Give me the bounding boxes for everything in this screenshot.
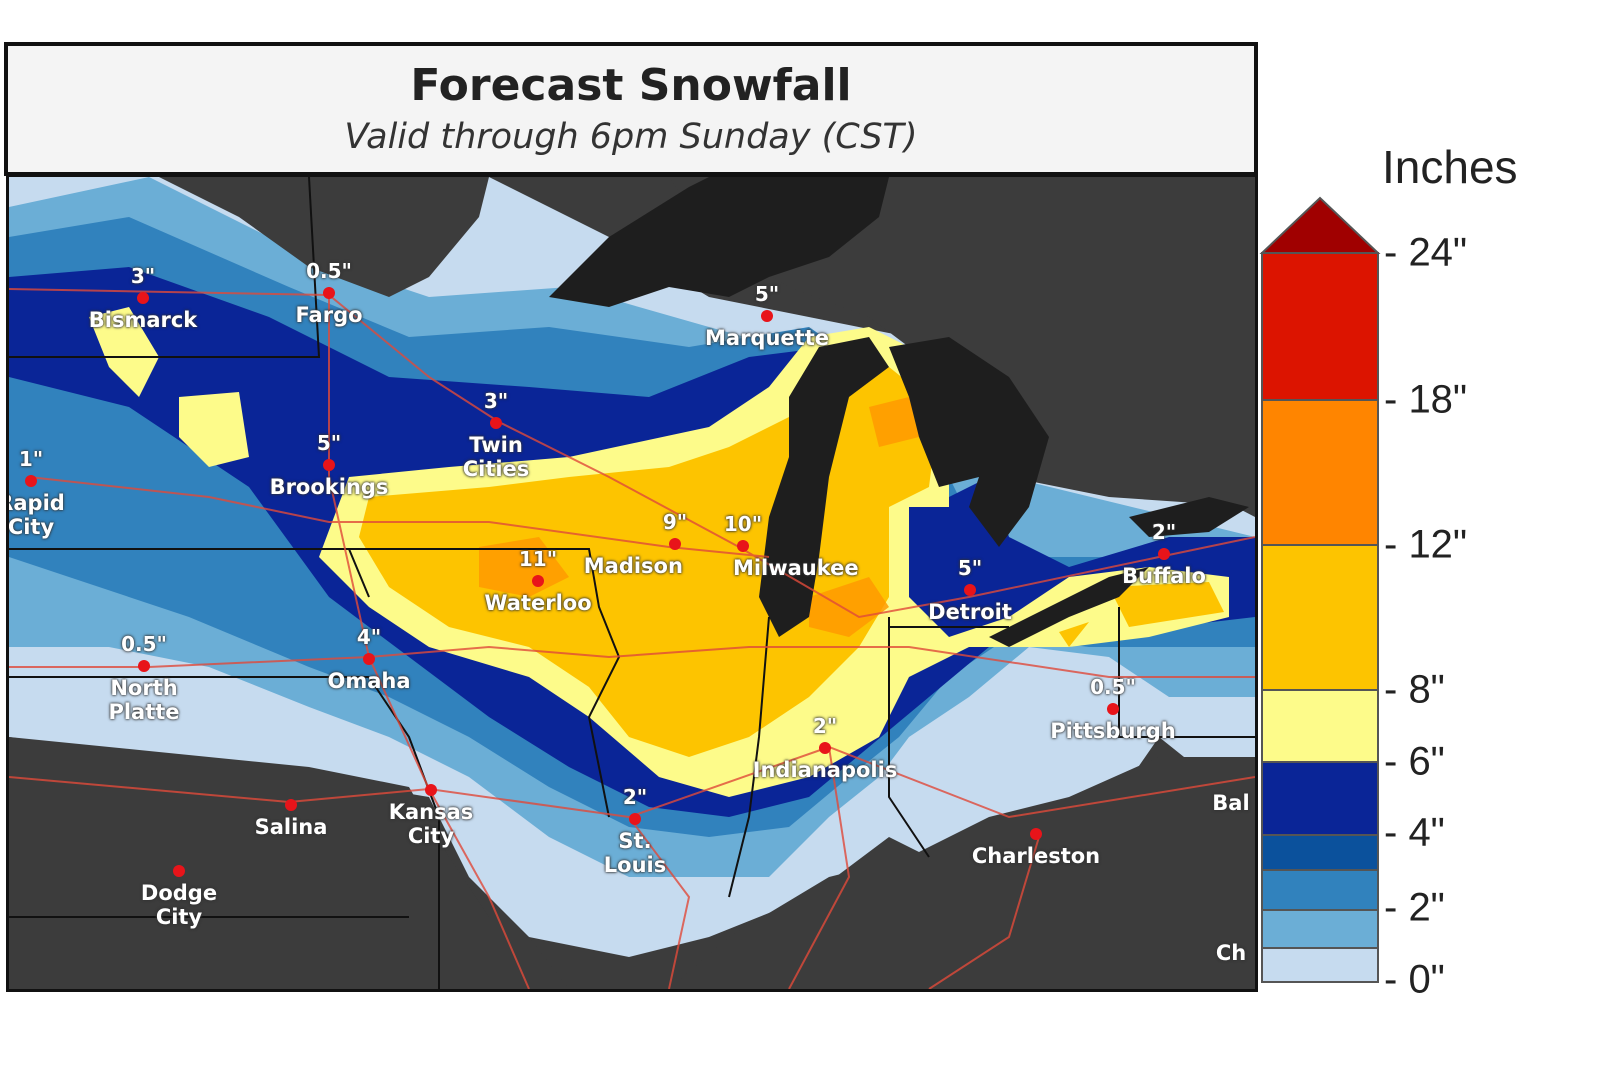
legend-tick: - 4" xyxy=(1384,810,1445,855)
city-label: Omaha xyxy=(327,669,411,693)
city-dot-icon xyxy=(629,813,641,825)
city-label: North Platte xyxy=(108,676,180,724)
snow-amount: 3" xyxy=(130,264,156,288)
snowfall-shading xyxy=(9,177,1255,989)
legend-tick: - 0" xyxy=(1384,957,1445,1002)
city-dot-icon xyxy=(425,784,437,796)
lake-erie xyxy=(989,567,1149,647)
legend-tick: - 2" xyxy=(1384,885,1445,930)
city-dot-icon xyxy=(1030,828,1042,840)
city-label: Marquette xyxy=(705,326,829,350)
city-label: Indianapolis xyxy=(752,758,898,782)
legend-tick: - 8" xyxy=(1384,667,1445,712)
snow-amount: 9" xyxy=(662,510,688,534)
legend-tick: - 24" xyxy=(1384,230,1468,275)
snow-amount: 2" xyxy=(812,714,838,738)
city-dot-icon xyxy=(490,417,502,429)
city-label: Waterloo xyxy=(484,591,592,615)
snow-amount: 2" xyxy=(622,785,648,809)
city-dot-icon xyxy=(761,310,773,322)
city-dot-icon xyxy=(363,653,375,665)
map-title: Forecast Snowfall xyxy=(410,60,852,111)
snow-amount: 5" xyxy=(316,431,342,455)
legend-title: Inches xyxy=(1382,141,1518,193)
lake-huron xyxy=(889,337,1049,547)
map-title-box: Forecast Snowfall Valid through 6pm Sund… xyxy=(4,42,1258,176)
snow-amount: 10" xyxy=(723,512,763,536)
city-label: Kansas City xyxy=(388,800,474,848)
legend-bin-6-8 xyxy=(1261,689,1379,763)
city-dot-icon xyxy=(323,459,335,471)
snow-amount: 11" xyxy=(518,547,558,571)
zone-6-8-nd xyxy=(89,307,249,467)
snow-amount: 4" xyxy=(356,625,382,649)
legend-bin-2-3 xyxy=(1261,869,1379,911)
city-dot-icon xyxy=(323,287,335,299)
legend-bin-over-24 xyxy=(1259,196,1381,254)
city-dot-icon xyxy=(964,584,976,596)
snowfall-map: 3" Bismarck 0.5" Fargo 3" Twin Cities 5" Brooki… xyxy=(6,174,1258,992)
snow-amount: 5" xyxy=(754,282,780,306)
city-dot-icon xyxy=(1158,548,1170,560)
legend-bin-0-1 xyxy=(1261,947,1379,983)
city-label: Ch xyxy=(1215,941,1247,965)
no-snow-southeast xyxy=(669,757,1255,989)
no-snow-south xyxy=(9,737,569,989)
legend-bin-3-4 xyxy=(1261,834,1379,871)
legend-bin-4-6 xyxy=(1261,761,1379,836)
city-dot-icon xyxy=(285,799,297,811)
snow-amount: 0.5" xyxy=(121,632,167,656)
city-label: Bismarck xyxy=(88,308,198,332)
snow-amount: 3" xyxy=(483,389,509,413)
city-label: Twin Cities xyxy=(462,433,530,481)
city-label: Pittsburgh xyxy=(1050,719,1176,743)
city-label: Bal xyxy=(1212,791,1250,815)
legend-bin-1-2 xyxy=(1261,909,1379,949)
legend-tick: - 12" xyxy=(1384,522,1468,567)
city-dot-icon xyxy=(819,742,831,754)
legend-tick: - 6" xyxy=(1384,739,1445,784)
city-label: Dodge City xyxy=(140,881,218,929)
city-dot-icon xyxy=(173,865,185,877)
city-label: Rapid City xyxy=(7,491,65,539)
state-borders xyxy=(9,177,1255,989)
legend-tick: - 18" xyxy=(1384,377,1468,422)
snow-amount: 0.5" xyxy=(1090,675,1136,699)
city-label: Fargo xyxy=(295,303,363,327)
city-dot-icon xyxy=(138,660,150,672)
legend-bin-8-12 xyxy=(1261,544,1379,691)
city-label: Charleston xyxy=(971,844,1101,868)
legend-bin-18-24 xyxy=(1261,252,1379,401)
map-subtitle: Valid through 6pm Sunday (CST) xyxy=(344,117,918,157)
city-dot-icon xyxy=(669,538,681,550)
city-label: St. Louis xyxy=(603,829,667,877)
city-label: Milwaukee xyxy=(732,556,859,580)
zone-8-12-ny xyxy=(1059,582,1224,647)
city-label: Buffalo xyxy=(1122,564,1206,588)
city-label: Detroit xyxy=(928,600,1012,624)
snow-amount: 5" xyxy=(957,556,983,580)
lake-ontario xyxy=(1129,497,1249,537)
lake-superior xyxy=(549,177,889,307)
city-dot-icon xyxy=(25,475,37,487)
zone-12-18 xyxy=(479,397,919,637)
city-label: Salina xyxy=(254,815,328,839)
city-label: Madison xyxy=(583,554,683,578)
legend-bin-12-18 xyxy=(1261,399,1379,546)
city-dot-icon xyxy=(137,292,149,304)
city-dot-icon xyxy=(532,575,544,587)
snow-amount: 0.5" xyxy=(306,259,352,283)
lake-michigan xyxy=(759,337,889,637)
city-label: Brookings xyxy=(269,475,389,499)
city-dot-icon xyxy=(737,540,749,552)
snow-amount: 2" xyxy=(1151,520,1177,544)
city-dot-icon xyxy=(1107,703,1119,715)
snow-amount: 1" xyxy=(18,447,44,471)
